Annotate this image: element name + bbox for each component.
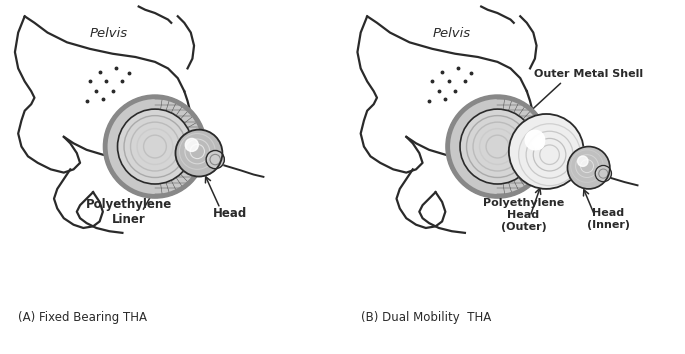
Text: Pelvis: Pelvis	[432, 28, 471, 40]
Text: Pelvis: Pelvis	[90, 28, 128, 40]
Circle shape	[460, 109, 535, 184]
Circle shape	[105, 96, 206, 197]
Circle shape	[525, 130, 545, 150]
Text: Head: Head	[213, 207, 247, 219]
Circle shape	[532, 137, 544, 149]
Circle shape	[509, 114, 584, 189]
Circle shape	[206, 150, 224, 169]
Text: Head
(Inner): Head (Inner)	[586, 209, 630, 230]
Circle shape	[118, 109, 192, 184]
Circle shape	[447, 96, 548, 197]
Circle shape	[185, 138, 198, 152]
Circle shape	[175, 130, 223, 177]
Circle shape	[567, 147, 610, 189]
Circle shape	[577, 156, 588, 166]
Text: Outer Metal Shell: Outer Metal Shell	[534, 69, 643, 79]
Text: (A) Fixed Bearing THA: (A) Fixed Bearing THA	[18, 311, 147, 324]
Text: Polyethylene
Head
(Outer): Polyethylene Head (Outer)	[483, 198, 564, 232]
Text: (B) Dual Mobility  THA: (B) Dual Mobility THA	[361, 311, 491, 324]
Text: Polyethylene
Liner: Polyethylene Liner	[86, 198, 172, 226]
Circle shape	[595, 165, 612, 182]
